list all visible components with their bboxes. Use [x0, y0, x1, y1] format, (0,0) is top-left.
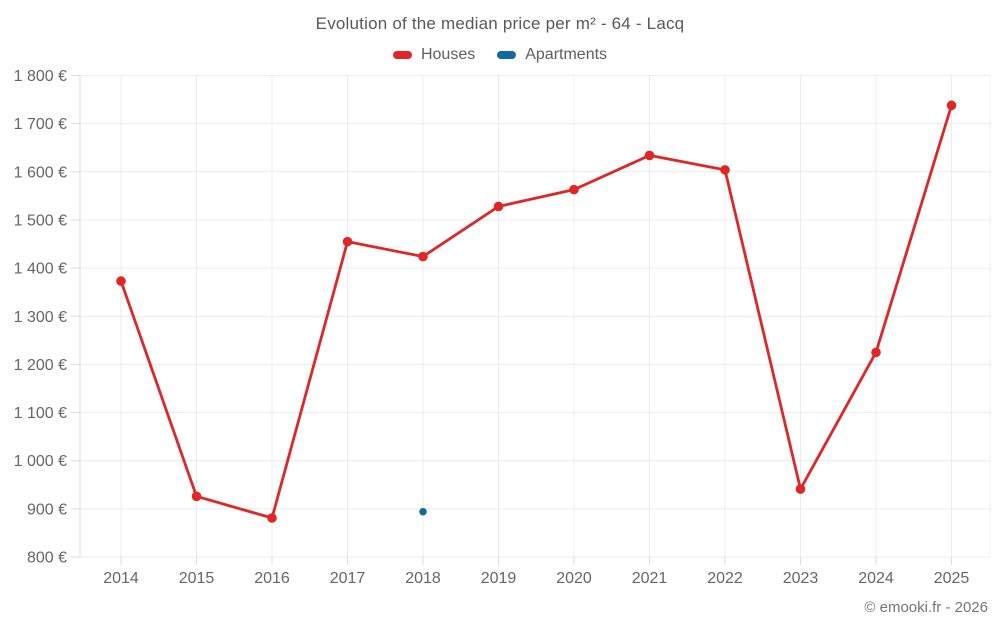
y-tick-label: 1 300 € [14, 309, 67, 326]
x-tick-label: 2019 [481, 570, 517, 587]
data-point-houses-2021[interactable] [644, 150, 655, 161]
y-tick-label: 900 € [27, 501, 67, 518]
y-tick-label: 1 100 € [14, 405, 67, 422]
legend-item-apartments[interactable]: Apartments [497, 46, 607, 64]
x-tick-label: 2015 [179, 570, 215, 587]
houses-legend-label: Houses [420, 46, 476, 63]
data-point-houses-2023[interactable] [795, 484, 806, 494]
x-tick-label: 2016 [254, 570, 290, 587]
apartments-legend-label: Apartments [525, 46, 608, 63]
data-point-houses-2025[interactable] [946, 100, 957, 111]
x-tick-label: 2017 [330, 570, 366, 587]
x-tick-label: 2025 [934, 570, 970, 587]
x-tick-label: 2023 [783, 570, 819, 587]
data-point-houses-2020[interactable] [569, 184, 579, 195]
data-point-houses-2017[interactable] [342, 236, 353, 247]
data-point-houses-2016[interactable] [267, 513, 277, 523]
data-point-houses-2019[interactable] [493, 201, 504, 212]
houses-legend-swatch [392, 51, 412, 59]
chart-title: Evolution of the median price per m² - 6… [315, 14, 685, 33]
y-tick-label: 1 400 € [14, 261, 67, 278]
data-point-houses-2014[interactable] [116, 276, 126, 286]
y-tick-label: 1 700 € [14, 116, 67, 133]
y-tick-label: 1 600 € [14, 164, 67, 181]
footer-credit: © emooki.fr - 2026 [864, 599, 988, 616]
y-tick-label: 1 200 € [14, 357, 67, 374]
data-point-houses-2015[interactable] [191, 491, 202, 502]
x-tick-label: 2020 [556, 570, 592, 587]
y-tick-label: 1 500 € [14, 212, 67, 229]
x-tick-label: 2024 [858, 570, 894, 587]
x-tick-label: 2018 [405, 570, 441, 587]
x-tick-label: 2014 [103, 570, 139, 587]
y-tick-label: 1 800 € [14, 68, 67, 85]
x-tick-label: 2022 [707, 570, 743, 587]
data-point-houses-2024[interactable] [871, 347, 881, 358]
y-tick-label: 800 € [27, 550, 67, 567]
houses-line [119, 103, 953, 520]
legend: Houses Apartments [0, 46, 1000, 64]
x-tick-label: 2021 [632, 570, 668, 587]
apartments-legend-swatch [497, 51, 517, 59]
y-tick-label: 1 000 € [14, 453, 67, 470]
data-point-houses-2022[interactable] [720, 165, 730, 175]
data-point-houses-2018[interactable] [418, 251, 428, 262]
data-point-apartments-2018[interactable] [419, 507, 427, 516]
legend-item-houses[interactable]: Houses [392, 46, 476, 64]
